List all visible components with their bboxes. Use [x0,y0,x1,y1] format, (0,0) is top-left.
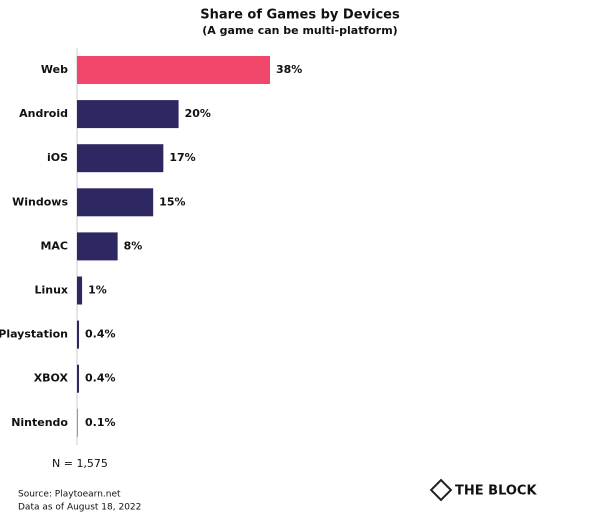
bar [77,188,154,217]
brand-logo [429,478,453,502]
value-label: 38% [276,63,302,76]
bar [77,232,118,261]
value-label: 17% [169,151,195,164]
category-label: Nintendo [11,416,68,429]
value-label: 0.1% [85,416,116,429]
bar [77,100,179,129]
category-label: Linux [34,284,68,297]
source: Source: Playtoearn.net [18,490,121,500]
chart-title: Share of Games by Devices [200,8,400,23]
value-label: 8% [124,239,143,252]
value-label: 20% [185,107,211,120]
category-label: iOS [47,151,68,164]
value-label: 15% [159,195,185,208]
category-label: Web [41,63,68,76]
value-label: 1% [88,284,107,297]
date-note: Data as of August 18, 2022 [18,503,141,513]
category-label: Playstation [0,328,68,341]
value-label: 0.4% [85,372,116,385]
bar [77,364,80,393]
category-label: Windows [12,195,68,208]
bar [77,276,83,305]
bar [77,408,78,437]
category-label: MAC [40,239,68,252]
annotation: N = 1,575 [52,457,108,470]
chart-subtitle: (A game can be multi-platform) [202,24,397,37]
bar [77,56,270,84]
bar [77,144,164,173]
value-label: 0.4% [85,328,116,341]
category-label: Android [19,107,68,120]
bar [77,320,80,349]
category-label: XBOX [34,372,69,385]
brand: THE BLOCK [455,484,537,499]
